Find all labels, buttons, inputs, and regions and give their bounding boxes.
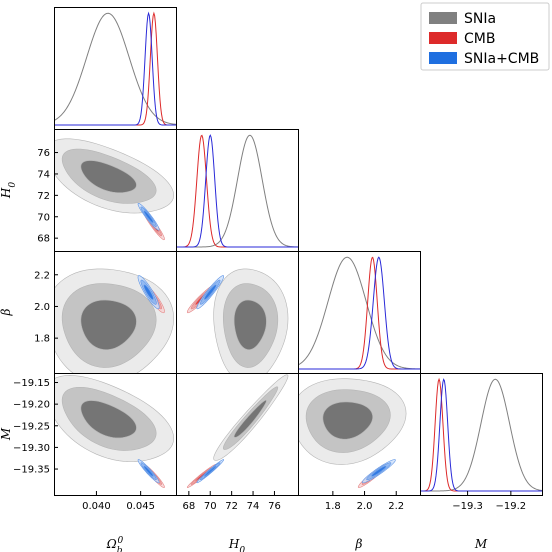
y-axis-label-beta: β <box>0 308 13 316</box>
contour-snia-cmb <box>143 284 154 300</box>
x-tick-label: 1.8 <box>325 501 341 512</box>
x-axis-label-Ob: Ωb0 <box>106 536 124 552</box>
y-tick-label: 74 <box>37 169 50 180</box>
marginal-snia <box>298 256 420 370</box>
y-tick-label: −19.25 <box>13 421 50 432</box>
contour-snia <box>233 299 267 350</box>
panel-beta-beta <box>298 256 420 370</box>
x-tick-label: 0.045 <box>126 501 155 512</box>
marginal-cmb <box>420 377 542 492</box>
contour-snia-cmb <box>204 465 217 477</box>
y-tick-label: −19.20 <box>13 400 50 411</box>
marginal-snia-cmb <box>420 378 542 492</box>
y-tick-label: 2.0 <box>34 302 50 313</box>
y-axis-label-H0: H0 <box>0 182 18 199</box>
legend-swatch-cmb <box>429 32 457 44</box>
panel-H0-Ob <box>54 138 175 241</box>
panels: 68 70 72 74 76 H0 1.8 2.0 2.2 β −19.35 −19.30 −19.25… <box>0 7 543 552</box>
contour-snia <box>322 401 373 440</box>
y-tick-label: −19.15 <box>13 378 50 389</box>
panel-beta-Ob <box>54 268 175 373</box>
marginal-snia <box>54 12 176 125</box>
y-tick-label: 2.2 <box>34 270 50 281</box>
panel-frame <box>298 251 421 374</box>
x-tick-label: −19.3 <box>452 501 483 512</box>
x-tick-label: 76 <box>268 501 281 512</box>
panel-beta-H0 <box>186 268 289 373</box>
marginal-snia-cmb <box>176 134 298 248</box>
panel-M-beta <box>298 378 407 488</box>
x-axis-label-beta: β <box>355 537 363 551</box>
marginal-snia <box>420 378 542 492</box>
x-axis-label-M: M <box>474 537 488 551</box>
contour-snia <box>80 299 137 350</box>
marginal-snia-cmb <box>54 11 176 126</box>
x-tick-label: 2.0 <box>357 501 373 512</box>
x-tick-label: 2.2 <box>388 501 404 512</box>
panel-frame <box>420 373 543 496</box>
y-tick-label: −19.35 <box>13 465 50 476</box>
x-tick-label: 74 <box>247 501 260 512</box>
legend-label-snia-cmb: SNIa+CMB <box>464 51 539 67</box>
marginal-snia-cmb <box>298 256 420 370</box>
panel-M-M <box>420 377 542 492</box>
panel-M-H0 <box>186 374 289 488</box>
legend-swatch-snia-cmb <box>429 52 457 64</box>
legend-swatch-snia <box>429 12 457 24</box>
contour-snia-cmb <box>204 284 217 300</box>
marginal-cmb <box>176 134 298 248</box>
y-tick-label: 72 <box>37 191 50 202</box>
contour-snia-cmb <box>143 465 154 477</box>
contour-snia <box>233 399 267 438</box>
panel-Ob-Ob <box>54 11 176 126</box>
y-tick-label: 70 <box>37 212 50 223</box>
marginal-cmb <box>54 11 176 126</box>
contour-snia <box>80 160 137 194</box>
panel-M-Ob <box>54 375 175 488</box>
legend-label-cmb: CMB <box>464 31 495 47</box>
marginal-cmb <box>298 256 420 370</box>
x-tick-label: −19.2 <box>496 501 527 512</box>
contour-snia <box>80 400 137 439</box>
legend-label-snia: SNIa <box>464 11 496 27</box>
legend: SNIa CMB SNIa+CMB <box>420 2 550 71</box>
y-tick-label: 68 <box>37 234 50 245</box>
x-tick-label: 68 <box>182 501 195 512</box>
y-axis-label-M: M <box>0 427 13 441</box>
y-tick-label: 1.8 <box>34 334 50 345</box>
x-tick-label: 72 <box>225 501 238 512</box>
y-tick-label: −19.30 <box>13 443 50 454</box>
panel-H0-H0 <box>176 134 298 248</box>
y-tick-label: 76 <box>37 148 50 159</box>
x-tick-label: 0.040 <box>82 501 111 512</box>
x-axis-label-H0: H0 <box>228 537 245 552</box>
contour-snia-cmb <box>371 465 387 477</box>
x-tick-label: 70 <box>204 501 217 512</box>
marginal-snia <box>176 134 298 248</box>
panel-frame <box>176 129 299 252</box>
contour-snia-cmb <box>143 210 154 223</box>
